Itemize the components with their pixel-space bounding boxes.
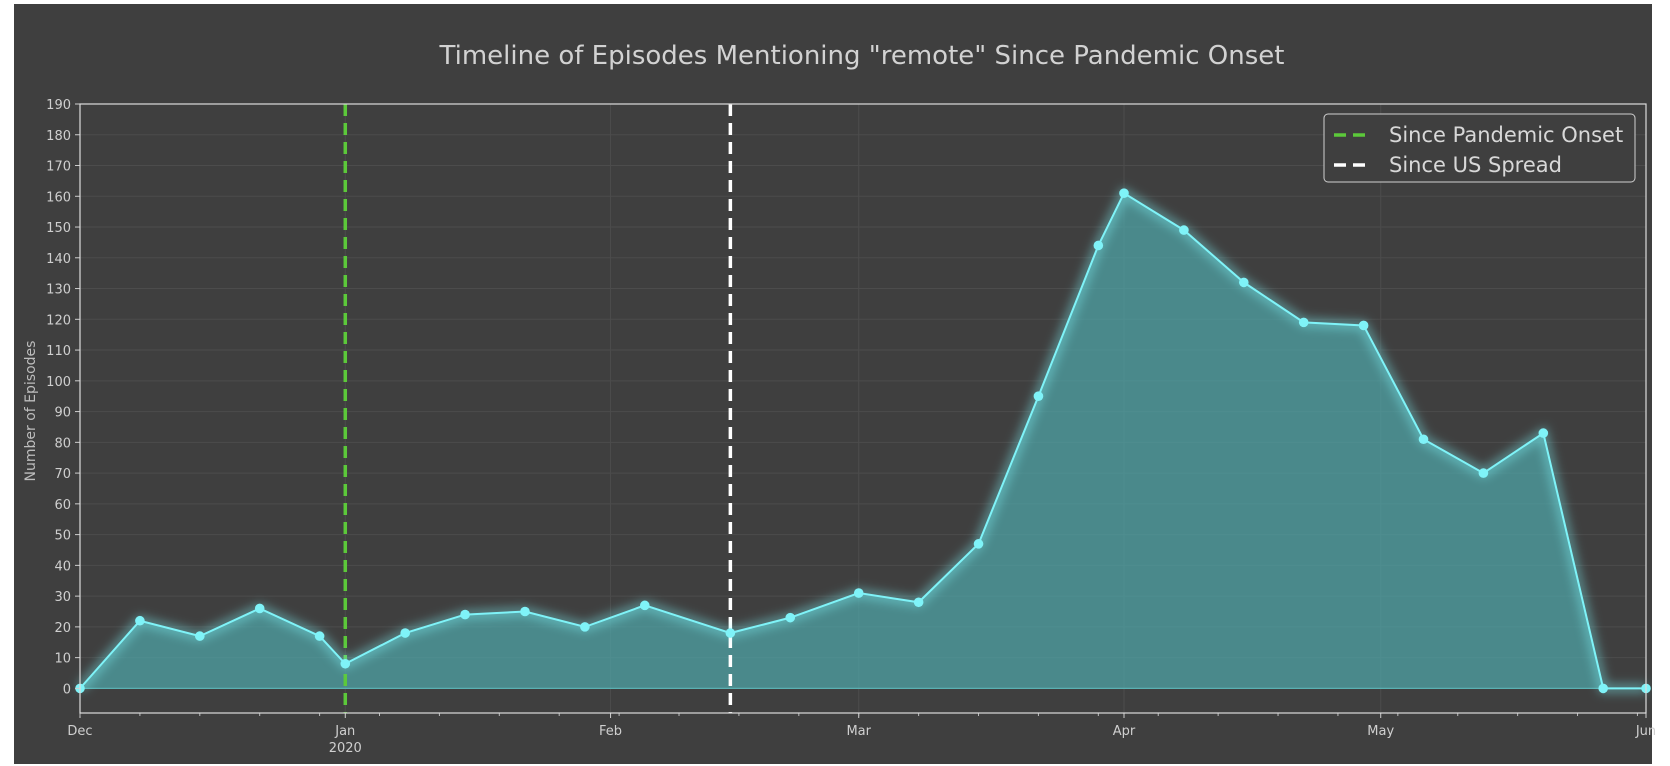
- y-tick-label: 0: [63, 682, 71, 697]
- data-point: [195, 631, 205, 641]
- data-point: [1239, 277, 1249, 288]
- data-point: [725, 628, 736, 638]
- legend-label: Since US Spread: [1389, 153, 1562, 177]
- y-tick-label: 10: [54, 652, 71, 667]
- y-tick-label: 100: [46, 375, 71, 390]
- data-point: [1418, 434, 1429, 445]
- axes: 0 10 20 30 40 50 60 70 80 90 100 110 120 130 140 150 160…: [46, 98, 1656, 756]
- x-tick-label: Feb: [599, 724, 622, 739]
- data-point: [1478, 468, 1489, 478]
- area-layer: [80, 193, 1646, 689]
- y-tick-label: 180: [46, 129, 71, 144]
- x-tick-label: May: [1367, 724, 1394, 739]
- data-point: [1033, 391, 1044, 401]
- series-layer: [75, 186, 1651, 694]
- x-tick-label: Jan: [334, 724, 355, 739]
- y-tick-label: 140: [46, 252, 71, 267]
- y-tick-label: 110: [46, 344, 71, 359]
- y-tick-label: 150: [46, 221, 71, 236]
- data-point: [460, 609, 470, 620]
- data-point: [580, 622, 590, 632]
- data-point: [1093, 240, 1104, 251]
- y-tick-label: 160: [46, 190, 71, 205]
- data-point: [314, 631, 325, 641]
- legend-label: Since Pandemic Onset: [1389, 123, 1623, 147]
- plot-frame: [79, 103, 1647, 714]
- y-tick-label: 60: [54, 498, 71, 513]
- y-tick-label: 20: [54, 621, 71, 636]
- legend-box: [1323, 113, 1636, 183]
- y-axis-label: Number of Episodes: [23, 341, 39, 482]
- chart-title: Timeline of Episodes Mentioning "remote"…: [439, 41, 1285, 71]
- data-point: [400, 628, 410, 638]
- y-tick-label: 170: [46, 160, 71, 175]
- x-tick-label: Mar: [846, 724, 871, 739]
- data-point: [520, 606, 530, 617]
- data-point: [853, 588, 864, 598]
- y-tick-label: 40: [54, 559, 71, 574]
- data-point: [913, 597, 924, 608]
- y-tick-label: 90: [54, 406, 71, 421]
- data-point: [340, 658, 351, 669]
- series-area-fill: [80, 193, 1646, 689]
- x-tick-label: Dec: [67, 724, 92, 739]
- data-point: [1119, 188, 1129, 198]
- data-point: [785, 612, 796, 623]
- data-point: [639, 600, 650, 611]
- data-point: [1358, 320, 1369, 331]
- data-point: [135, 615, 145, 626]
- data-point: [1538, 428, 1549, 438]
- reference-lines: [343, 104, 733, 713]
- y-tick-label: 130: [46, 283, 71, 298]
- x-tick-label: Apr: [1113, 724, 1136, 739]
- x-tick-sublabel: 2020: [329, 741, 362, 756]
- y-tick-label: 30: [54, 590, 71, 605]
- data-point: [973, 539, 984, 549]
- y-tick-label: 120: [46, 313, 71, 328]
- y-tick-label: 70: [54, 467, 71, 482]
- data-point: [1598, 683, 1609, 694]
- y-tick-label: 190: [46, 98, 71, 113]
- data-point: [254, 603, 265, 614]
- y-tick-label: 50: [54, 529, 71, 544]
- legend: Since Pandemic Onset Since US Spread: [1323, 113, 1636, 183]
- series-line: [79, 191, 1646, 690]
- data-point: [1179, 225, 1189, 235]
- y-tick-label: 80: [54, 436, 71, 451]
- x-tick-label: Jun: [1635, 724, 1656, 739]
- data-point: [1298, 317, 1309, 328]
